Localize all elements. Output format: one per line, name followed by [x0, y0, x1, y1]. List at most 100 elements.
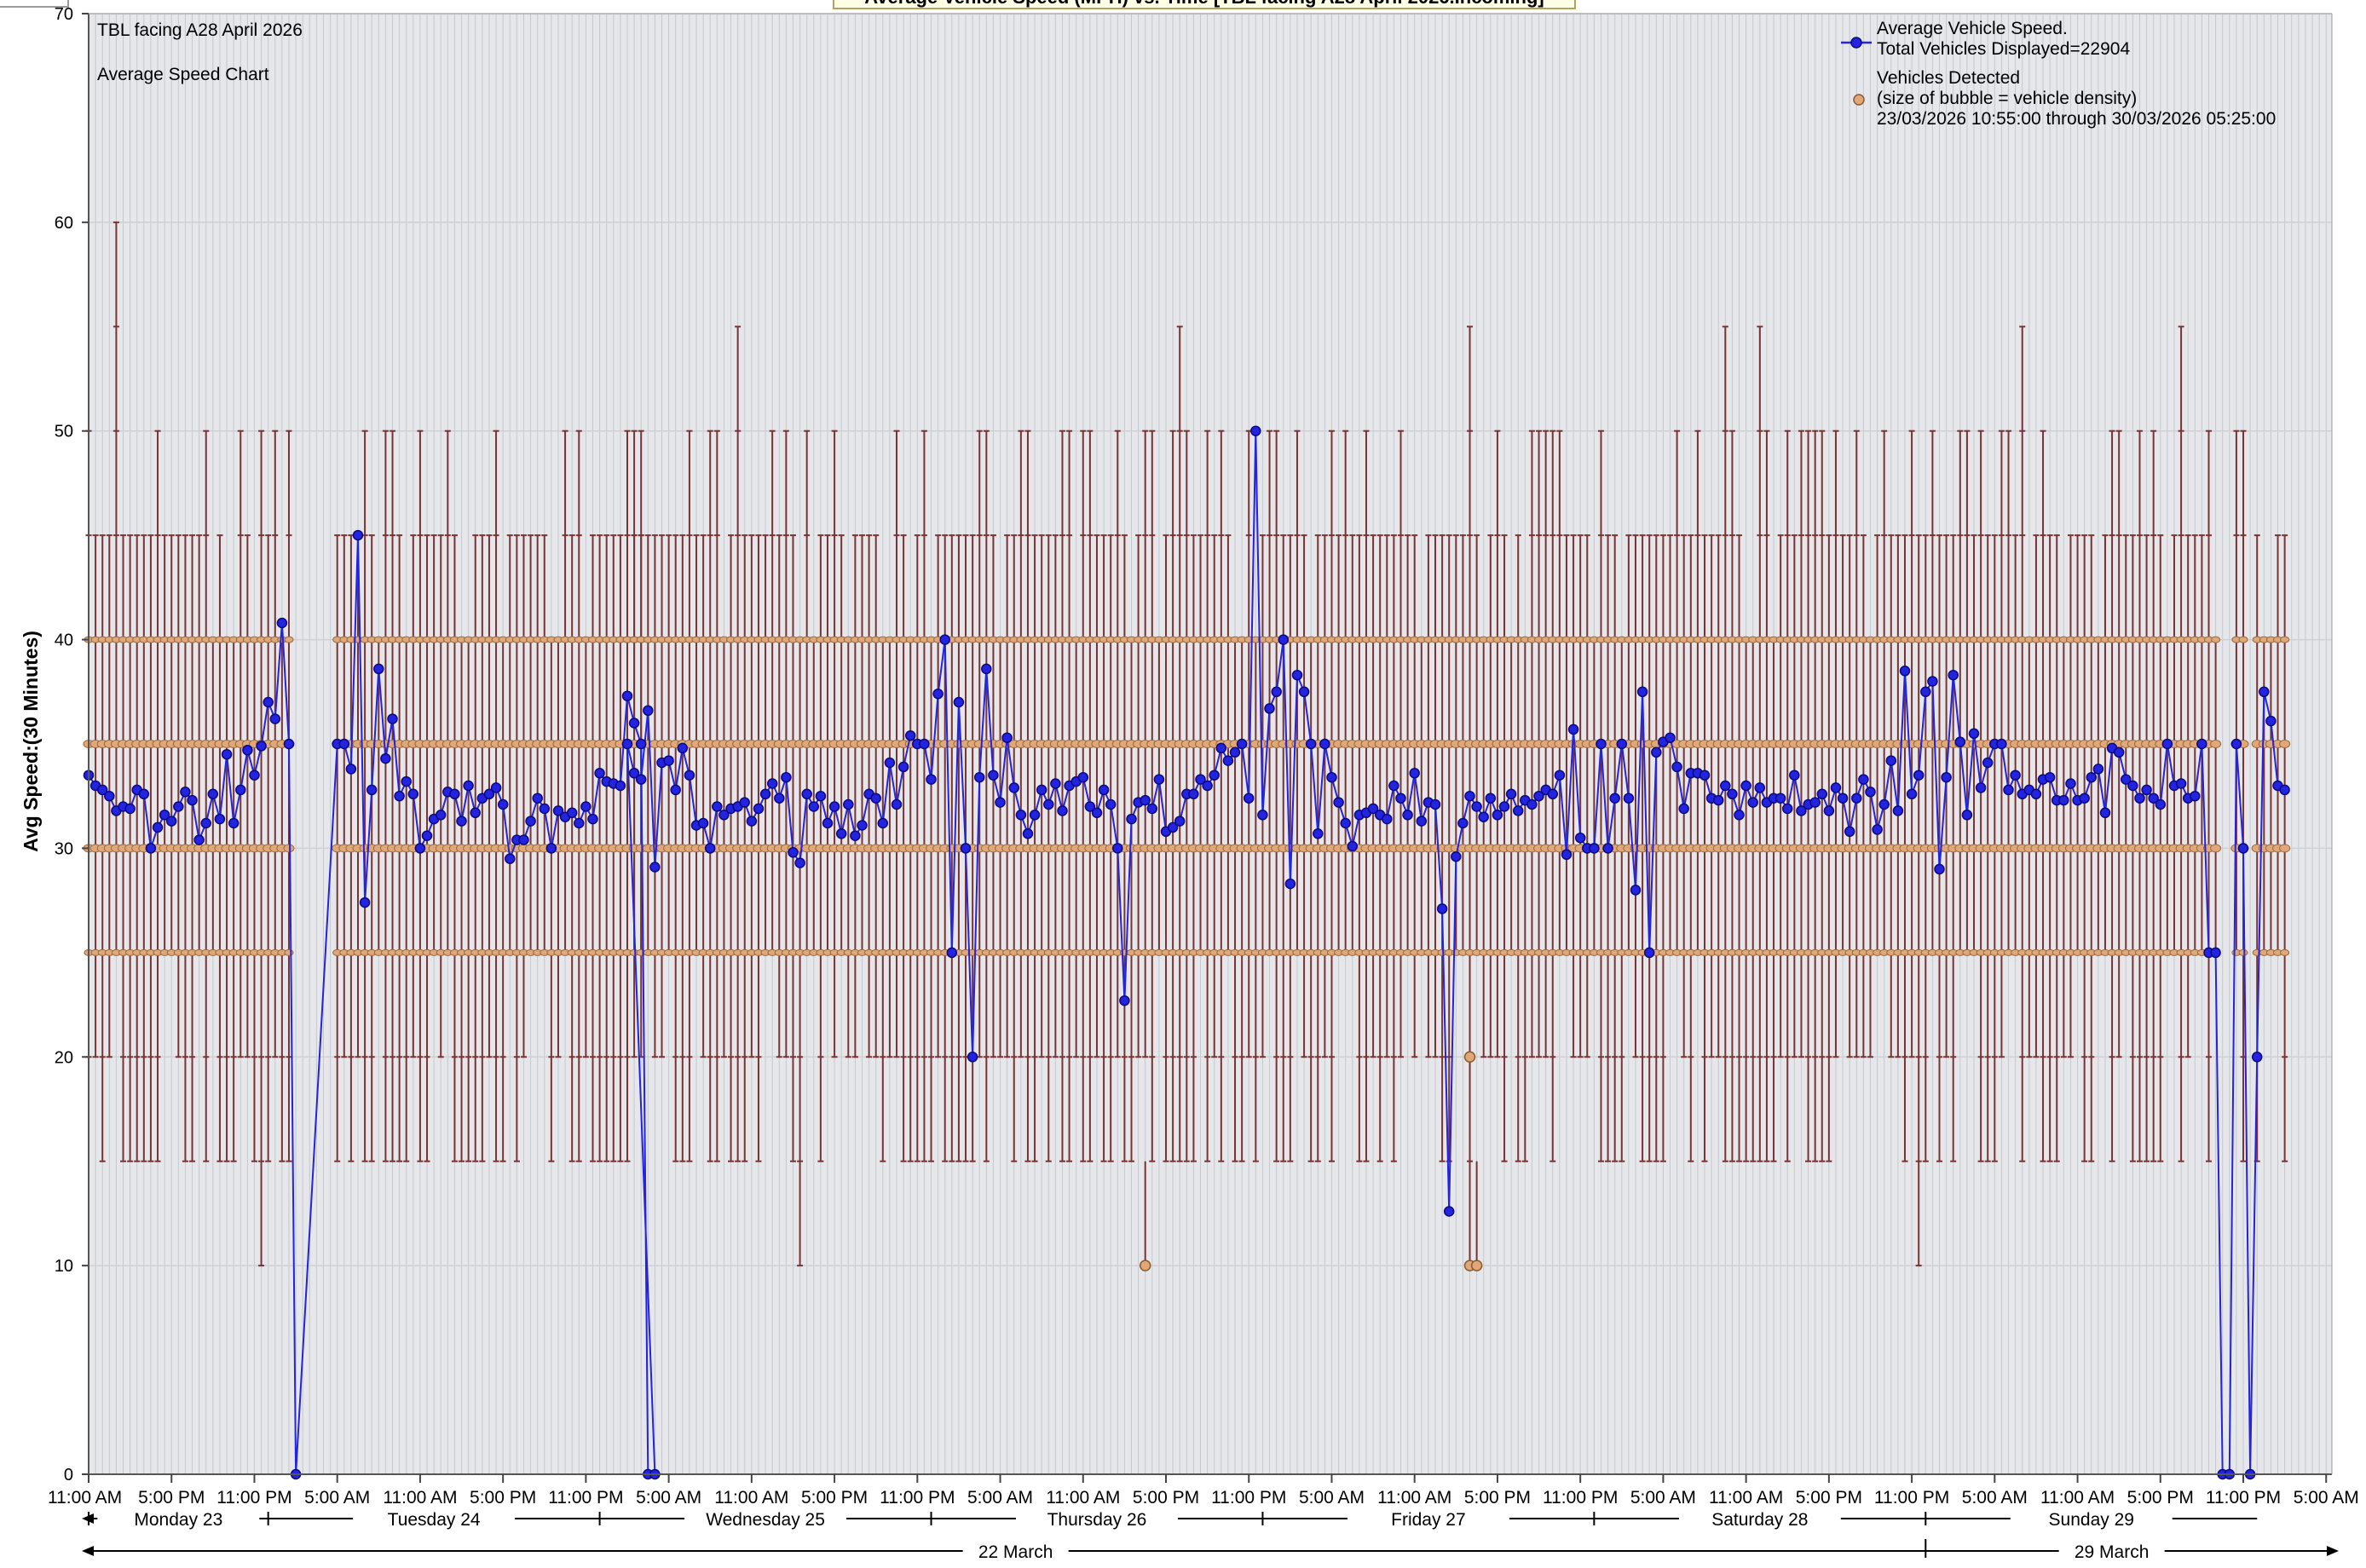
average-speed-point — [1313, 828, 1324, 839]
average-speed-point — [532, 793, 543, 804]
average-speed-point — [1526, 798, 1538, 810]
average-speed-point — [1457, 817, 1469, 829]
average-speed-point — [1215, 742, 1227, 754]
average-speed-point — [884, 757, 896, 769]
average-speed-point — [753, 803, 765, 815]
average-speed-point — [1443, 1206, 1455, 1217]
average-speed-point — [1754, 782, 1766, 793]
average-speed-point — [2044, 771, 2056, 783]
average-speed-point — [1471, 801, 1482, 812]
average-speed-point — [1222, 755, 1234, 766]
average-speed-point — [221, 748, 233, 760]
y-tick-label: 70 — [55, 5, 73, 24]
average-speed-point — [1878, 798, 1890, 810]
average-speed-point — [276, 617, 288, 629]
average-speed-point — [1720, 780, 1731, 792]
average-speed-point — [2065, 778, 2076, 789]
average-speed-point — [766, 778, 778, 789]
detected-bubble — [284, 948, 294, 956]
legend-detected-swatch — [1853, 94, 1865, 106]
detected-bubble — [1463, 1051, 1476, 1064]
average-speed-point — [1492, 810, 1503, 821]
average-speed-point — [145, 843, 157, 854]
detected-bubble — [2280, 948, 2290, 956]
average-speed-point — [138, 788, 150, 800]
average-speed-point — [953, 696, 965, 708]
average-speed-point — [808, 801, 820, 812]
average-speed-point — [1015, 810, 1027, 821]
average-speed-point — [1291, 669, 1303, 681]
detected-bubble — [2279, 844, 2291, 853]
detected-bubble — [2238, 636, 2248, 643]
average-speed-point — [269, 713, 281, 724]
average-speed-point — [1505, 788, 1517, 800]
average-speed-point — [187, 794, 198, 806]
average-speed-point — [615, 780, 626, 792]
average-speed-point — [1319, 738, 1330, 750]
average-speed-point — [960, 843, 972, 854]
x-tick-label: 5:00 AM — [1630, 1488, 1696, 1507]
y-tick-label: 20 — [55, 1048, 73, 1067]
average-speed-point — [1643, 947, 1655, 959]
average-speed-point — [843, 798, 854, 810]
average-speed-point — [2155, 798, 2167, 810]
average-speed-point — [774, 793, 785, 804]
average-speed-point — [2251, 1052, 2263, 1063]
average-speed-point — [828, 801, 840, 812]
average-speed-point — [1996, 738, 2007, 750]
corner-box — [0, 0, 69, 8]
average-speed-point — [1774, 793, 1786, 804]
x-tick-label: 5:00 AM — [967, 1488, 1033, 1507]
average-speed-point — [387, 713, 398, 724]
x-tick-label: 5:00 PM — [470, 1488, 536, 1507]
y-tick-label: 30 — [55, 839, 73, 858]
average-speed-point — [973, 771, 985, 783]
average-speed-point — [173, 801, 184, 812]
average-speed-point — [2092, 764, 2104, 775]
average-speed-point — [1816, 788, 1828, 800]
average-speed-point — [1547, 788, 1559, 800]
average-speed-point — [1402, 810, 1413, 821]
average-speed-point — [490, 782, 502, 793]
average-speed-point — [449, 788, 460, 800]
average-speed-point — [1382, 813, 1393, 825]
day-label: Wednesday 25 — [706, 1510, 825, 1530]
y-tick-label: 50 — [55, 423, 73, 441]
average-speed-point — [1941, 771, 1952, 783]
average-speed-point — [2259, 686, 2270, 698]
x-tick-label: 11:00 PM — [880, 1488, 955, 1507]
average-speed-point — [1264, 703, 1275, 714]
average-speed-point — [1968, 728, 1980, 740]
average-speed-point — [1982, 757, 1994, 769]
average-speed-point — [1934, 863, 1945, 875]
x-tick-label: 11:00 PM — [1211, 1488, 1286, 1507]
average-speed-point — [249, 770, 260, 781]
y-tick-label: 10 — [55, 1257, 73, 1276]
average-speed-point — [621, 738, 633, 750]
average-speed-point — [1899, 666, 1911, 677]
average-speed-point — [104, 790, 115, 802]
average-speed-point — [2210, 947, 2221, 959]
average-speed-point — [2079, 793, 2090, 804]
average-speed-point — [1077, 771, 1089, 783]
average-speed-point — [1347, 840, 1359, 852]
average-speed-point — [2010, 770, 2021, 781]
average-speed-point — [1036, 784, 1047, 796]
x-tick-label: 5:00 PM — [1796, 1488, 1862, 1507]
day-label: Friday 27 — [1391, 1510, 1466, 1530]
average-speed-point — [214, 813, 226, 825]
average-speed-point — [401, 775, 412, 787]
average-speed-point — [359, 896, 371, 908]
x-tick-label: 5:00 PM — [1464, 1488, 1531, 1507]
average-speed-point — [1747, 797, 1758, 808]
month-label: 22 March — [978, 1542, 1053, 1562]
average-speed-point — [1001, 732, 1013, 743]
month-band-arrow — [2327, 1546, 2339, 1556]
average-speed-point — [352, 529, 364, 541]
average-speed-point — [1865, 787, 1876, 798]
average-speed-point — [1596, 738, 1607, 750]
average-speed-point — [835, 828, 847, 839]
average-speed-point — [1057, 805, 1068, 816]
day-label: Tuesday 24 — [388, 1510, 481, 1530]
x-axis-labels: 11:00 AM 5:00 PM 11:00 PM 5:00 AM 11:00 AM 5:… — [48, 1474, 2359, 1563]
